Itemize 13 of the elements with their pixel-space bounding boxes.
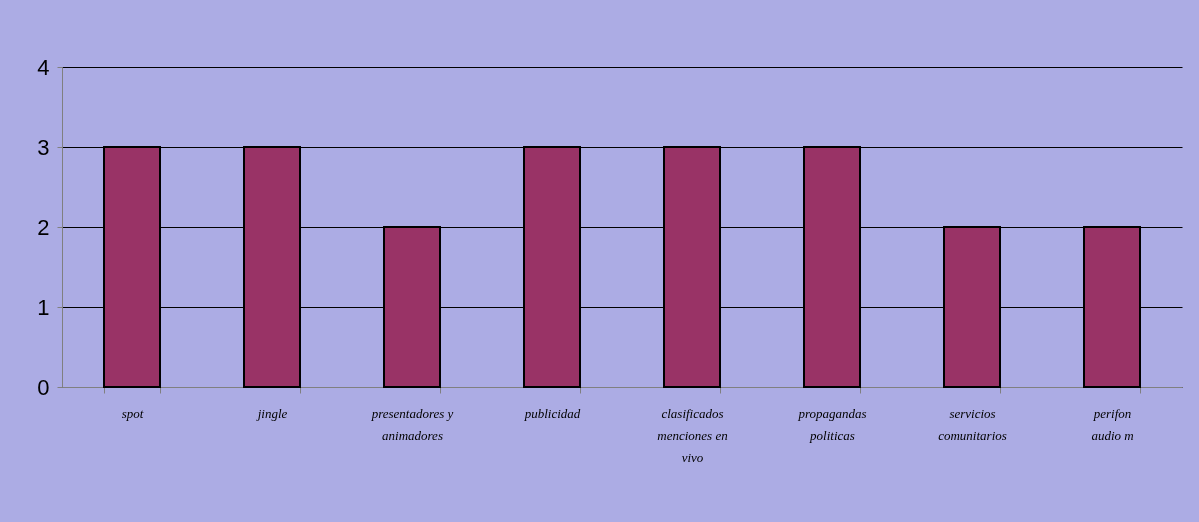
y-tick-label: 2 [37,214,50,240]
x-tick-label: perifon audio m [1091,405,1134,443]
x-tick-label: servicios comunitarios [938,405,1007,443]
y-tick-label: 0 [37,374,50,400]
y-tick-label: 3 [37,134,50,160]
x-tick-label: propagandas politicas [797,405,867,443]
y-tick-label: 4 [37,54,50,80]
x-tick-label: publicidad [523,405,581,421]
x-tick-label: presentadores y animadores [370,405,454,443]
x-tick-label: jingle [255,405,288,421]
x-tick-label: clasificados menciones en vivo [657,405,728,465]
y-tick-label: 1 [37,294,50,320]
x-tick-label: spot [121,405,144,421]
